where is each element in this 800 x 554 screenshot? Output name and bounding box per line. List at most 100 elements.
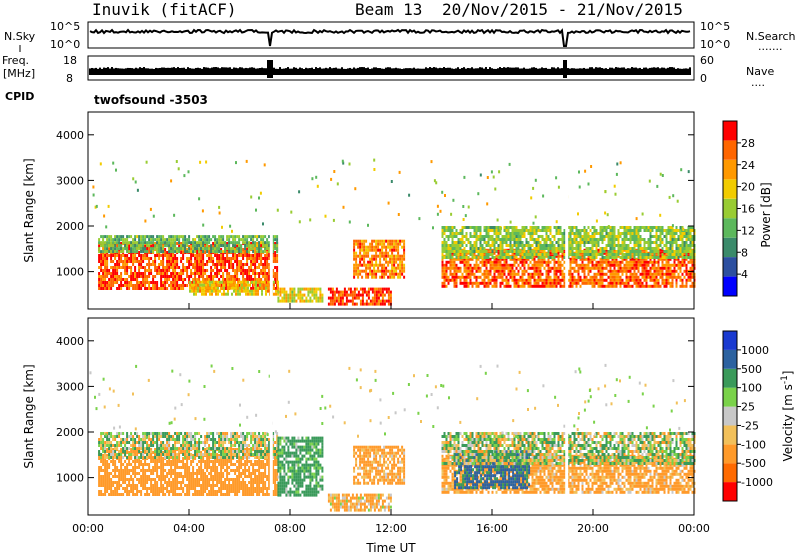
data-cell — [201, 280, 203, 284]
data-cell — [234, 235, 237, 239]
data-cell — [441, 260, 444, 264]
data-cell — [629, 278, 632, 282]
data-cell — [455, 266, 458, 270]
data-cell — [341, 293, 344, 297]
data-cell — [293, 287, 296, 291]
data-cell — [381, 287, 384, 291]
data-cell — [629, 238, 632, 241]
data-cell — [479, 256, 482, 259]
data-cell — [254, 275, 257, 278]
data-cell — [210, 269, 213, 272]
data-cell — [639, 226, 642, 229]
data-cell — [569, 281, 572, 285]
data-cell — [493, 229, 496, 232]
data-cell — [689, 272, 692, 276]
data-cell — [217, 289, 219, 293]
data-cell — [471, 253, 474, 256]
data-cell — [613, 226, 616, 229]
data-cell — [507, 281, 510, 285]
data-cell — [118, 278, 121, 281]
data-cell — [381, 296, 384, 300]
data-cell — [587, 238, 590, 241]
data-cell — [591, 244, 594, 247]
data-cell — [485, 260, 488, 264]
data-cell — [399, 239, 402, 243]
data-cell — [256, 257, 259, 260]
data-cell — [679, 253, 682, 256]
data-cell — [603, 284, 606, 288]
data-cell — [581, 238, 584, 241]
data-cell — [597, 278, 600, 282]
data-cell — [615, 281, 618, 285]
data-cell — [200, 269, 203, 272]
data-cell — [138, 247, 141, 251]
data-cell — [268, 250, 271, 254]
data-cell — [523, 253, 526, 256]
data-cell — [208, 278, 211, 281]
data-cell — [609, 238, 612, 241]
data-cell — [102, 235, 105, 239]
data-cell — [487, 241, 490, 244]
data-cell — [521, 284, 524, 288]
data-cell — [319, 290, 322, 294]
data-cell — [293, 290, 296, 294]
data-cell — [276, 269, 279, 272]
data-cell — [513, 272, 516, 276]
data-cell — [579, 284, 582, 288]
data-cell — [483, 281, 486, 285]
data-cell — [537, 241, 540, 244]
data-cell — [234, 244, 237, 248]
data-cell — [359, 251, 362, 255]
data-cell — [214, 263, 217, 266]
data-cell — [98, 254, 101, 257]
data-cell — [483, 272, 486, 276]
data-cell — [679, 266, 682, 270]
data-cell — [495, 235, 498, 238]
data-cell — [240, 269, 243, 272]
data-cell — [138, 272, 141, 275]
data-cell — [641, 253, 644, 256]
data-cell — [385, 254, 388, 258]
data-cell — [443, 266, 446, 270]
data-cell — [539, 272, 542, 276]
data-cell — [138, 254, 141, 257]
data-cell — [154, 269, 157, 272]
data-cell — [347, 293, 350, 297]
data-cell — [371, 302, 374, 306]
data-cell — [669, 226, 672, 229]
data-cell — [144, 247, 147, 251]
data-cell — [597, 281, 600, 285]
data-cell — [174, 257, 177, 260]
data-cell — [661, 278, 664, 282]
data-cell — [553, 244, 556, 247]
data-cell — [242, 251, 245, 254]
data-cell — [220, 275, 223, 278]
data-cell — [547, 281, 550, 285]
data-cell — [651, 272, 654, 276]
data-cell — [509, 220, 512, 224]
data-cell — [166, 244, 169, 248]
data-cell — [577, 281, 580, 285]
data-cell — [246, 241, 249, 245]
data-cell — [281, 296, 284, 300]
data-cell — [248, 235, 251, 239]
data-cell — [154, 242, 157, 245]
data-cell — [264, 260, 267, 263]
data-cell — [549, 260, 552, 264]
data-cell — [501, 244, 504, 247]
data-cell — [104, 263, 107, 266]
data-cell — [483, 260, 486, 264]
data-cell — [383, 302, 386, 306]
data-cell — [148, 272, 151, 275]
data-cell — [475, 278, 478, 282]
data-cell — [162, 287, 165, 290]
data-cell — [461, 229, 464, 232]
data-cell — [226, 269, 229, 272]
data-cell — [577, 250, 580, 253]
data-cell — [160, 263, 163, 266]
data-cell — [118, 260, 121, 263]
data-cell — [486, 202, 489, 206]
data-cell — [216, 275, 219, 278]
data-cell — [100, 275, 103, 278]
data-cell — [447, 238, 450, 241]
